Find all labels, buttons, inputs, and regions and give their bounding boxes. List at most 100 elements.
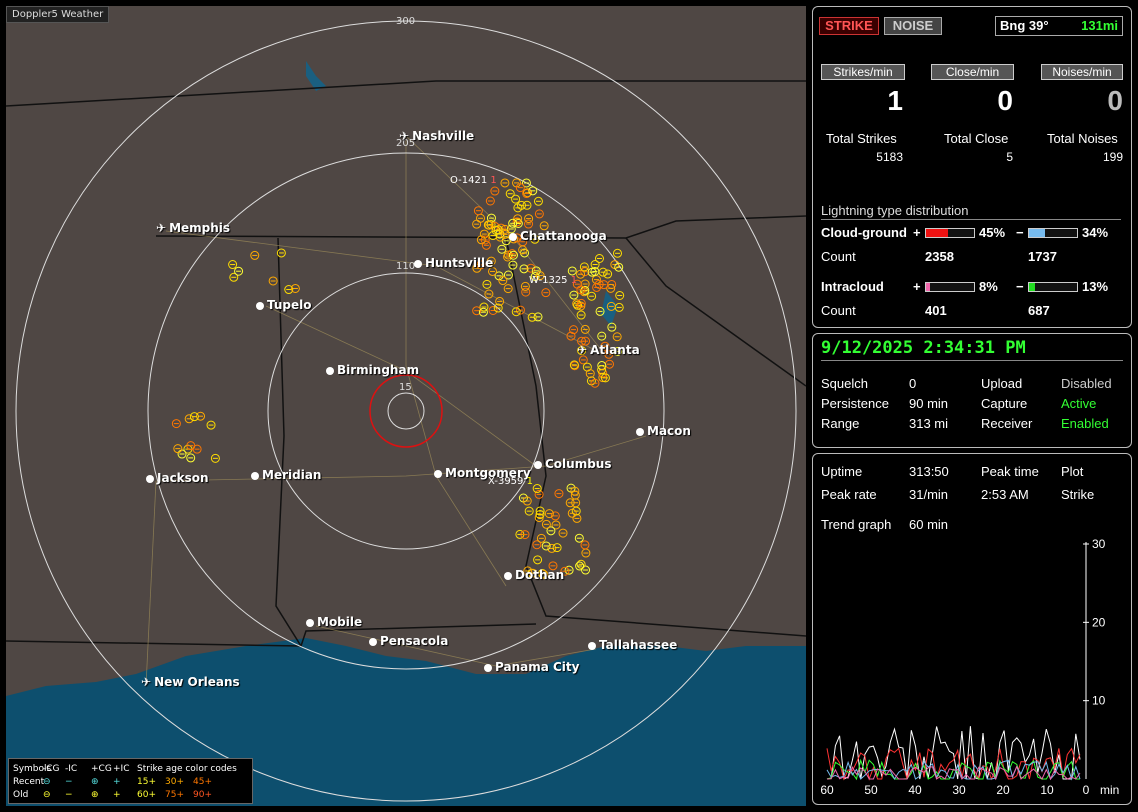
y-tick-label: 10	[1092, 694, 1106, 708]
strike-marker	[612, 332, 622, 342]
trend-trace	[826, 726, 1081, 780]
strike-marker	[600, 341, 610, 351]
strike-marker	[564, 565, 574, 575]
noises-per-min-button[interactable]: Noises/min	[1041, 64, 1123, 80]
trend-graph-value: 60 min	[909, 517, 949, 532]
strike-button[interactable]: STRIKE	[819, 17, 879, 35]
strike-marker	[544, 509, 554, 519]
strike-marker	[550, 511, 560, 521]
uptime-value: 313:50	[909, 464, 949, 479]
strike-marker	[576, 310, 586, 320]
close-per-min-button[interactable]: Close/min	[931, 64, 1014, 80]
uptime-label: Uptime	[821, 464, 863, 479]
strike-marker	[513, 214, 523, 224]
count-label: Count	[821, 303, 856, 318]
strike-marker	[186, 453, 196, 463]
strike-marker	[580, 540, 590, 550]
y-tick-label: 20	[1092, 615, 1106, 629]
strike-marker	[541, 519, 551, 529]
strike-marker	[558, 528, 568, 538]
strike-marker	[535, 506, 545, 516]
cg-plus-count: 2358	[925, 249, 954, 264]
ic-plus-percent: 8%	[979, 279, 998, 294]
strike-marker	[184, 414, 194, 424]
strike-marker	[488, 231, 498, 241]
strike-marker	[189, 412, 199, 422]
strike-marker	[500, 224, 510, 234]
strike-marker	[567, 266, 577, 276]
strikes-per-min-button[interactable]: Strikes/min	[821, 64, 905, 80]
squelch-value: 0	[909, 376, 917, 391]
strike-marker	[284, 285, 294, 295]
strike-marker	[472, 219, 482, 229]
city-label: Mobile	[306, 615, 362, 629]
strike-marker	[523, 188, 533, 198]
lightning-map[interactable]: Doppler5 Weather 300 205 110 15 ✈ Nashvil…	[6, 6, 806, 806]
strike-marker	[498, 276, 508, 286]
strike-marker	[569, 290, 579, 300]
city-label: Columbus	[534, 457, 612, 471]
dot-icon	[484, 663, 492, 672]
strike-marker	[522, 496, 532, 506]
strike-marker	[171, 419, 181, 429]
plus-sign: +	[913, 225, 921, 240]
x-tick-label: 20	[996, 783, 1010, 797]
trend-trace	[826, 765, 1081, 781]
receiver-value: Enabled	[1061, 416, 1109, 431]
roads	[145, 135, 647, 687]
x-tick-label: 50	[864, 783, 878, 797]
state-borders	[6, 80, 806, 647]
strike-marker	[497, 244, 507, 254]
range-label: Range	[821, 416, 860, 431]
y-tick-label: 30	[1092, 537, 1106, 551]
strike-marker	[210, 453, 220, 463]
peak-time-value: 2:53 AM	[981, 487, 1029, 502]
persistence-value: 90 min	[909, 396, 949, 411]
total-close-value: 5	[1006, 150, 1013, 164]
city-label: Macon	[636, 424, 691, 438]
trend-axes: 30 20 10 60 50 40 30 20 10 0 min	[820, 537, 1119, 797]
noise-button[interactable]: NOISE	[884, 17, 942, 35]
strike-marker	[500, 178, 510, 188]
ic-plus-count: 401	[925, 303, 947, 318]
strike-marker	[604, 349, 614, 359]
trend-trace	[826, 759, 1081, 781]
strike-marker	[472, 306, 482, 316]
strike-marker	[612, 248, 622, 258]
city-label: Tupelo	[256, 298, 312, 312]
plane-icon: ✈	[141, 675, 152, 689]
strike-marker	[521, 178, 531, 188]
strike-marker	[575, 561, 585, 571]
strike-marker	[521, 287, 531, 297]
strike-marker	[522, 189, 532, 199]
current-datetime: 9/12/2025 2:34:31 PM	[821, 338, 1026, 358]
strike-marker	[192, 444, 202, 454]
count-label: Count	[821, 249, 856, 264]
strike-marker	[503, 270, 513, 280]
strike-marker	[577, 336, 587, 346]
plane-icon: ✈	[156, 221, 167, 235]
status-panel: 9/12/2025 2:34:31 PM Squelch 0 Upload Di…	[812, 333, 1132, 448]
city-label: Chattanooga	[509, 229, 607, 243]
strike-marker	[508, 250, 518, 260]
ring-label: 300	[396, 16, 416, 27]
dot-icon	[251, 471, 259, 480]
legend-recent: Recent ⊖ − ⊕ + 15+ 30+ 45+	[13, 776, 212, 787]
strike-marker	[615, 290, 625, 300]
strike-marker	[570, 486, 580, 496]
trend-trace	[826, 758, 1080, 781]
strike-marker	[526, 263, 536, 273]
dot-icon	[369, 637, 377, 646]
city-label: Dothan	[504, 568, 564, 582]
strike-marker	[576, 298, 586, 308]
sensor-label: W-1325 1	[529, 275, 578, 286]
strike-marker	[486, 256, 496, 266]
strike-marker	[290, 283, 300, 293]
city-label: ✈ New Orleans	[141, 675, 240, 689]
range-rings	[15, 20, 797, 802]
strike-marker	[600, 373, 610, 383]
strike-marker	[535, 271, 545, 281]
minus-sign: −	[1016, 279, 1024, 294]
strike-marker	[534, 209, 544, 219]
strike-marker	[554, 489, 564, 499]
